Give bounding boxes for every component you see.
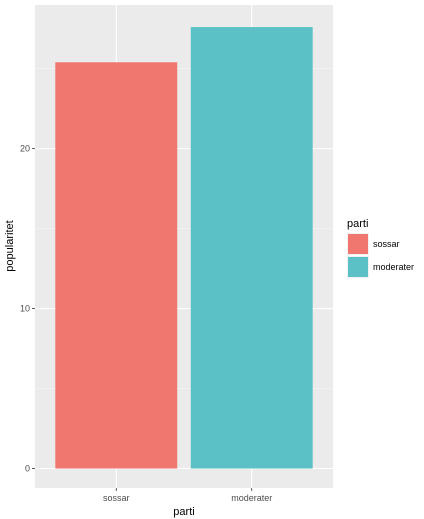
bar-moderater	[190, 27, 313, 469]
x-axis: sossar moderater	[103, 488, 272, 503]
legend-swatch-sossar	[348, 234, 368, 254]
legend: parti sossar moderater	[347, 218, 414, 278]
y-tick-label: 0	[25, 464, 30, 474]
y-axis-title: popularitet	[4, 220, 16, 271]
legend-swatch-moderater	[348, 257, 368, 277]
y-axis: 0 10 20	[20, 144, 35, 474]
legend-label-sossar: sossar	[373, 239, 400, 249]
bars	[55, 27, 313, 469]
y-tick-label: 20	[20, 144, 30, 154]
legend-title: parti	[347, 218, 368, 230]
x-tick-label: moderater	[231, 493, 272, 503]
legend-label-moderater: moderater	[373, 262, 414, 272]
y-tick-label: 10	[20, 304, 30, 314]
bar-sossar	[55, 62, 178, 469]
x-axis-title: parti	[173, 506, 194, 518]
x-tick-label: sossar	[103, 493, 130, 503]
